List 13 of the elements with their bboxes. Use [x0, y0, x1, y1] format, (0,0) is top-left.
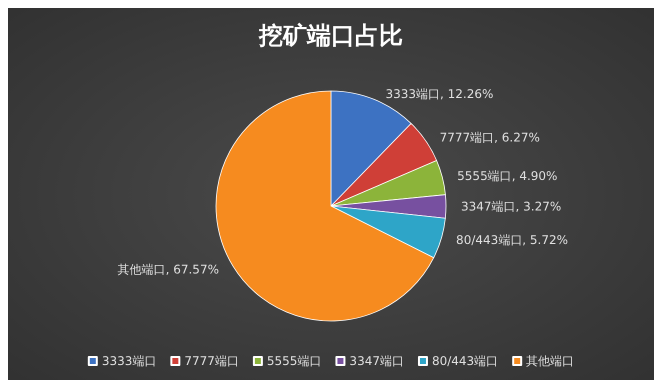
data-label: 3347端口, 3.27%: [461, 200, 562, 214]
data-label: 5555端口, 4.90%: [457, 168, 558, 183]
legend-label: 5555端口: [266, 354, 322, 368]
legend-label: 其他端口: [526, 354, 574, 368]
legend-label: 80/443端口: [432, 354, 498, 368]
data-label: 3333端口, 12.26%: [385, 86, 494, 101]
data-label: 其他端口, 67.57%: [118, 262, 219, 276]
legend-label: 3347端口: [349, 354, 404, 368]
chart-title: 挖矿端口占比: [258, 20, 403, 50]
legend-label: 3333端口: [102, 354, 156, 368]
data-label: 7777端口, 6.27%: [440, 130, 540, 144]
legend-label: 7777端口: [184, 354, 239, 368]
data-label: 80/443端口, 5.72%: [456, 233, 568, 248]
